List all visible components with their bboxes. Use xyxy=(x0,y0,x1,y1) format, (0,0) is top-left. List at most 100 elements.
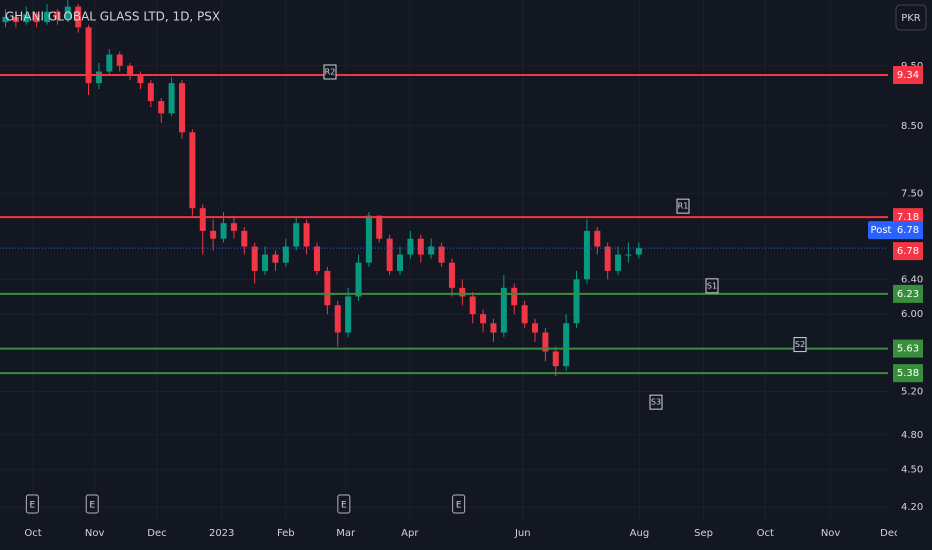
candle-body xyxy=(459,287,466,297)
event-marker xyxy=(452,494,466,514)
candle-body xyxy=(127,65,134,75)
x-tick-label: Oct xyxy=(24,528,41,539)
x-tick-label: Mar xyxy=(336,528,356,539)
chart-title: GHANI GLOBAL GLASS LTD, 1D, PSX xyxy=(5,10,220,24)
level-label: S2 xyxy=(795,340,805,349)
level-label: S3 xyxy=(651,398,661,407)
level-price-text: 5.63 xyxy=(897,344,919,355)
candle-body xyxy=(345,296,352,333)
candle-body xyxy=(490,323,497,333)
x-tick-label: Apr xyxy=(401,528,419,539)
candle-body xyxy=(282,246,289,263)
x-tick-label: Feb xyxy=(277,528,295,539)
candle-body xyxy=(594,230,601,247)
candle-body xyxy=(241,230,248,247)
y-tick-label: 4.20 xyxy=(901,502,923,513)
level-price-tag xyxy=(893,284,923,303)
x-tick-label: Dec xyxy=(147,528,166,539)
candle-body xyxy=(386,238,393,271)
y-tick-label: 5.20 xyxy=(901,387,923,398)
x-tick-label: Oct xyxy=(757,528,774,539)
level-price-text: 6.23 xyxy=(897,289,919,300)
event-label[interactable]: E xyxy=(89,501,95,511)
candle-body xyxy=(303,223,310,247)
candle-body xyxy=(552,351,559,367)
y-tick-label: 4.50 xyxy=(901,465,923,476)
x-tick-label: Aug xyxy=(630,528,650,539)
price-axis: 4.204.504.805.206.006.407.508.509.50 xyxy=(888,0,932,550)
candle-body xyxy=(365,215,372,263)
y-tick-label: 8.50 xyxy=(901,121,923,132)
event-marker xyxy=(25,494,39,514)
time-axis: Oct Nov Dec 2023 Feb Mar Apr Jun Aug Sep Oct Nov Dec xyxy=(24,528,899,539)
candle-body xyxy=(168,83,175,114)
level-price-text: 9.34 xyxy=(897,70,919,81)
candle-body xyxy=(615,254,622,271)
candle-body xyxy=(417,238,424,255)
event-label[interactable]: E xyxy=(341,501,347,511)
level-label-box xyxy=(323,64,337,80)
candle-body xyxy=(95,71,102,84)
candle-body xyxy=(542,332,549,352)
candle-body xyxy=(355,262,362,297)
candle-body xyxy=(604,246,611,271)
candle-body xyxy=(573,279,580,324)
level-label-box xyxy=(649,394,663,410)
last-price-text: 6.78 xyxy=(897,246,919,257)
x-tick-label: Dec xyxy=(880,528,899,539)
candle-body xyxy=(521,305,528,324)
currency-button[interactable] xyxy=(895,4,927,31)
level-label-box xyxy=(705,278,719,294)
candle-body xyxy=(428,246,435,255)
event-label[interactable]: E xyxy=(456,501,462,511)
event-label[interactable]: E xyxy=(30,501,36,511)
y-tick-label: 6.00 xyxy=(901,309,923,320)
candle-body xyxy=(324,270,331,306)
candle-body xyxy=(210,230,217,239)
x-tick-label: 2023 xyxy=(209,528,234,539)
candle-body xyxy=(583,230,590,280)
candle-body xyxy=(511,287,518,306)
candle-body xyxy=(147,83,154,102)
level-label-box xyxy=(793,337,807,353)
candle-body xyxy=(54,11,61,20)
post-price-text: 6.78 xyxy=(897,225,919,236)
level-price-text: 5.38 xyxy=(897,368,919,379)
price-axis-bg xyxy=(888,0,932,550)
candle-body xyxy=(44,11,51,23)
currency-label[interactable]: PKR xyxy=(901,13,921,24)
candle-body xyxy=(293,223,300,247)
x-tick-label: Nov xyxy=(85,528,105,539)
candle-body xyxy=(12,16,19,23)
candle-body xyxy=(635,248,642,255)
candle-body xyxy=(313,246,320,271)
candle-body xyxy=(158,101,165,114)
candle-body xyxy=(23,14,30,23)
candle-body xyxy=(500,287,507,333)
post-price-tag xyxy=(893,221,923,240)
candle-body xyxy=(2,16,9,23)
candle-body xyxy=(116,54,123,66)
y-tick-label: 4.80 xyxy=(901,430,923,441)
last-price-tag xyxy=(893,242,923,261)
level-label-box xyxy=(676,198,690,214)
candle-body xyxy=(397,254,404,271)
candle-body xyxy=(262,254,269,271)
candle-body xyxy=(230,223,237,231)
level-price-text: 7.18 xyxy=(897,212,919,223)
event-marker xyxy=(85,494,99,514)
level-label: R1 xyxy=(678,202,689,211)
level-label: S1 xyxy=(707,281,717,290)
candle-body xyxy=(178,83,185,133)
candle-body xyxy=(64,6,71,20)
y-tick-label: 6.40 xyxy=(901,274,923,285)
candle-body xyxy=(106,54,113,72)
candle-body xyxy=(469,296,476,315)
candle-body xyxy=(531,323,538,333)
level-price-tag xyxy=(893,65,923,84)
candle-body xyxy=(137,74,144,84)
post-label: Post xyxy=(871,225,892,236)
candle-body xyxy=(85,27,92,84)
post-tag xyxy=(868,221,894,240)
